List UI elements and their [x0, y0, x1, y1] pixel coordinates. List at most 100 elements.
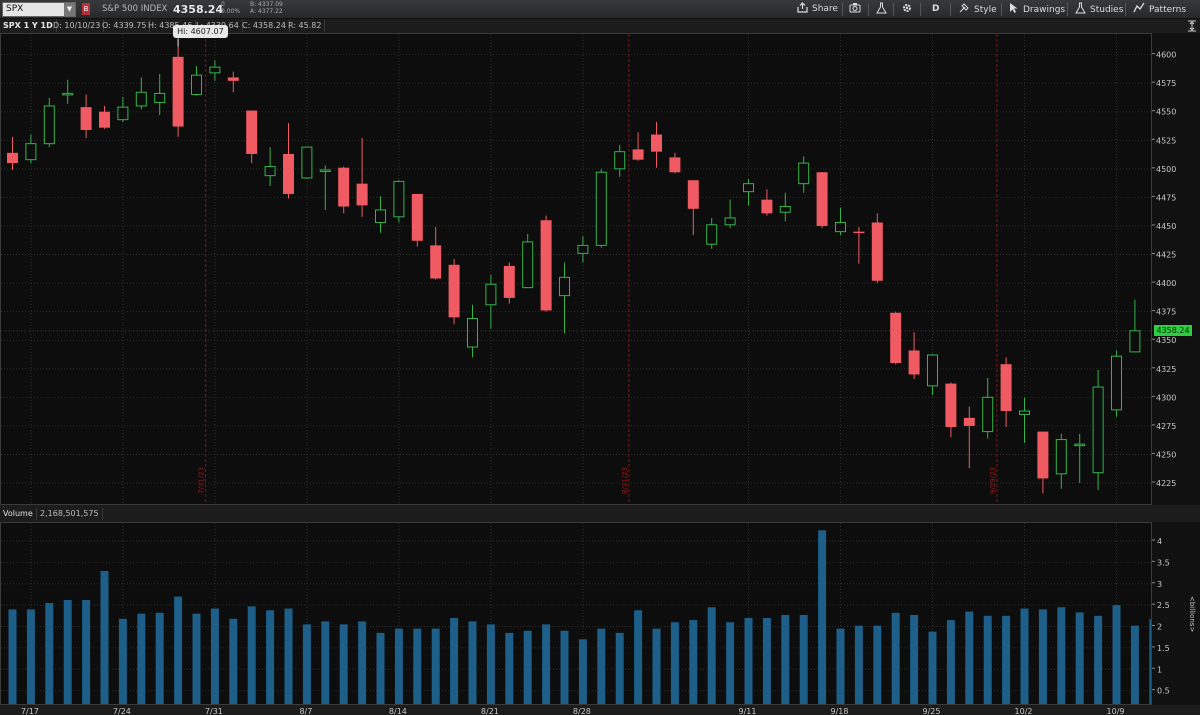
candle-body	[338, 167, 350, 207]
aggregation-period-button[interactable]: D	[932, 4, 940, 14]
volume-bar	[818, 530, 827, 704]
candle-body	[319, 169, 331, 172]
candle-body	[1092, 386, 1104, 474]
candle-body	[890, 312, 902, 364]
toolbar-divider	[868, 3, 869, 16]
price-chart-panel[interactable]: 7/31/23 8/31/23 9/29/23	[0, 33, 1152, 505]
net-change: 0	[221, 1, 225, 8]
time-tick-label: 8/14	[389, 707, 407, 715]
volume-tick-label: 0.5	[1157, 687, 1170, 696]
price-tick-label: 4600	[1156, 51, 1176, 60]
candle-body	[614, 151, 626, 170]
bar-open: O: 4339.75	[99, 20, 151, 32]
volume-bar	[670, 622, 679, 704]
chart-title[interactable]: SPX 1 Y 1D	[0, 20, 57, 32]
bookmark-badge[interactable]: B	[82, 3, 90, 15]
candle	[430, 227, 442, 280]
bar-close: C: 4358.24	[239, 20, 290, 32]
candle-body	[411, 193, 423, 241]
time-tick-label: 9/25	[923, 707, 941, 715]
candle-body	[632, 149, 644, 160]
candle	[246, 110, 258, 164]
symbol-input[interactable]: SPX ▼	[2, 2, 76, 17]
candle	[1092, 369, 1104, 490]
volume-bar	[1075, 612, 1084, 704]
volume-bar	[762, 617, 771, 704]
price-axis[interactable]: 4225 4250 4275 4300 4325 4350 4375 4400 4425 4450…	[1152, 33, 1200, 505]
price-tick-label: 4550	[1156, 108, 1176, 117]
snapshot-button[interactable]	[849, 2, 865, 17]
volume-bar	[486, 624, 495, 704]
volume-chart-panel[interactable]	[0, 522, 1152, 705]
volume-bar	[468, 621, 477, 704]
volume-bar	[174, 596, 183, 704]
time-tick-label: 8/28	[573, 707, 591, 715]
candle	[853, 227, 865, 264]
share-label: Share	[812, 4, 838, 14]
candle-body	[25, 143, 37, 161]
studies-button[interactable]: Studies	[1075, 2, 1123, 17]
candle	[356, 137, 368, 217]
time-tick-label: 7/31	[205, 707, 223, 715]
volume-bar	[744, 617, 753, 704]
style-button[interactable]: Style	[958, 2, 997, 17]
candle	[503, 262, 515, 304]
candle-body	[982, 396, 994, 433]
time-axis[interactable]: 7/17 7/24 7/31 8/7 8/14 8/21 8/28 9/11 9/18 9/25 1…	[0, 705, 1200, 715]
volume-bar	[615, 632, 624, 704]
volume-bar	[1057, 607, 1066, 704]
volume-bar	[266, 610, 275, 704]
volume-bar	[302, 624, 311, 704]
candle-body	[62, 92, 74, 96]
volume-bar	[82, 599, 91, 704]
month-separator-label: 8/31/23	[621, 467, 629, 494]
candle-body	[1111, 355, 1122, 411]
volume-chart[interactable]	[1, 523, 1151, 704]
candle	[982, 377, 994, 439]
candle	[43, 97, 55, 148]
candle	[963, 406, 975, 469]
flask-icon	[1075, 2, 1086, 14]
candle-body	[1129, 330, 1141, 353]
share-button[interactable]: Share	[797, 2, 838, 17]
volume-bar	[910, 614, 919, 704]
candle	[172, 46, 184, 137]
camera-icon	[849, 3, 861, 13]
candle-body	[99, 111, 110, 128]
patterns-button[interactable]: Patterns	[1133, 2, 1186, 17]
candle	[1111, 350, 1122, 417]
volume-bar	[155, 612, 164, 704]
candle	[871, 213, 883, 284]
candle	[927, 353, 938, 396]
candle-body	[172, 56, 184, 127]
price-axis-scale-icon[interactable]	[1186, 19, 1198, 33]
candle	[559, 262, 570, 334]
candle	[117, 96, 129, 122]
candle-body	[448, 264, 460, 318]
candle	[154, 73, 166, 116]
volume-bar	[965, 611, 974, 704]
volume-bar	[118, 618, 127, 704]
chart-info-bar: SPX 1 Y 1D D: 10/10/23 O: 4339.75 H: 438…	[0, 19, 1200, 33]
volume-axis[interactable]: 0.5 1 1.5 2 2.5 3 3.5 4	[1152, 522, 1200, 705]
volume-bar	[597, 628, 606, 704]
drawings-button[interactable]: Drawings	[1009, 2, 1065, 17]
symbol-dropdown-icon[interactable]: ▼	[64, 3, 75, 16]
time-tick-label: 8/21	[481, 707, 499, 715]
volume-bar	[210, 608, 219, 704]
volume-bar	[247, 606, 256, 704]
candlestick-chart[interactable]: 7/31/23 8/31/23 9/29/23	[1, 34, 1151, 504]
candle	[945, 382, 957, 438]
settings-button[interactable]	[901, 2, 917, 17]
volume-grid	[1, 523, 1151, 704]
candle	[1129, 299, 1141, 353]
candle	[62, 79, 74, 104]
volume-title[interactable]: Volume	[0, 508, 37, 520]
candle-body	[687, 180, 699, 209]
candle	[135, 77, 147, 110]
candle	[779, 192, 791, 222]
flask-button[interactable]	[876, 2, 891, 17]
candle	[743, 179, 754, 206]
candle	[1074, 433, 1086, 483]
volume-tick-label: 3.5	[1157, 558, 1170, 567]
